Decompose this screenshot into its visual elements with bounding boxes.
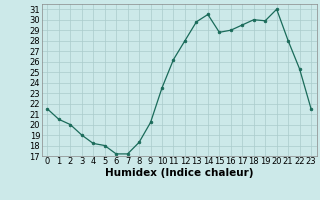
X-axis label: Humidex (Indice chaleur): Humidex (Indice chaleur)	[105, 168, 253, 178]
